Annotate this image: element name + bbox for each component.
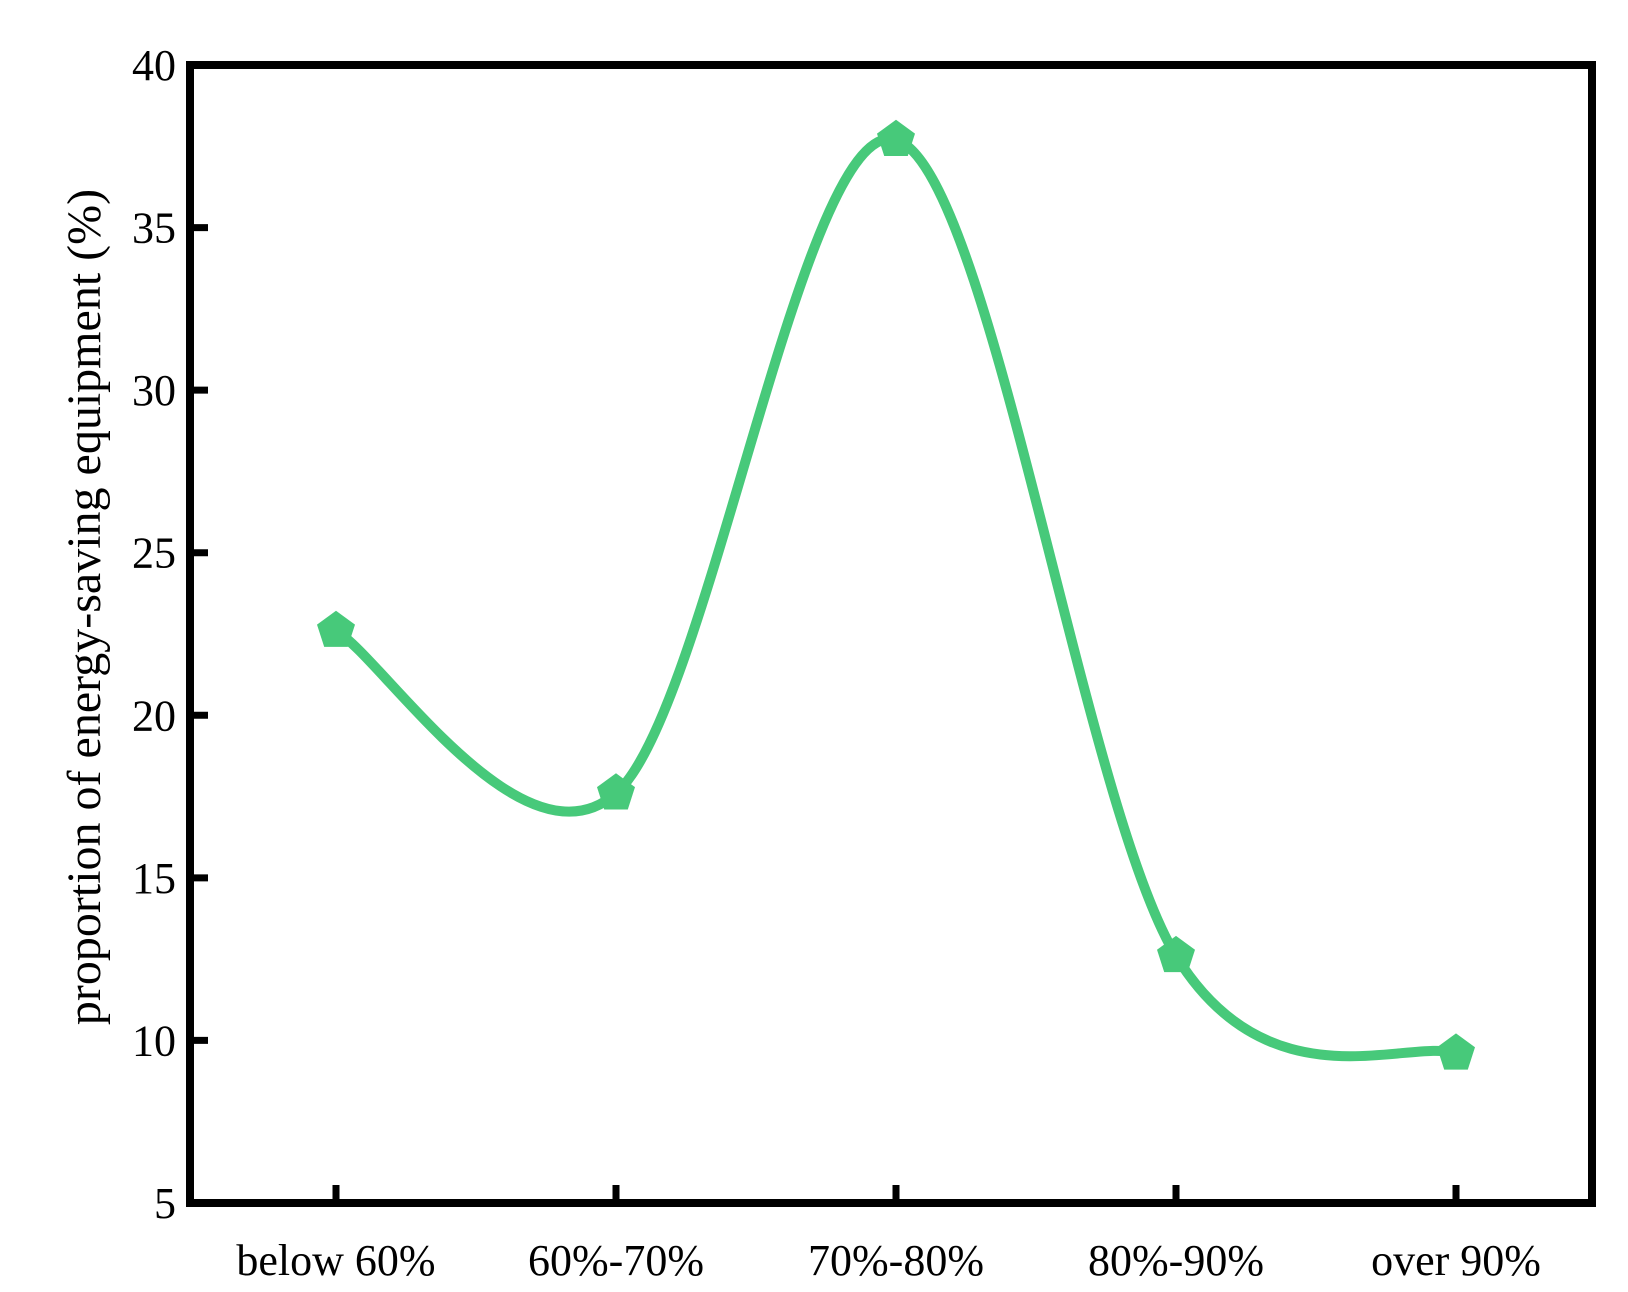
data-point-marker: [1437, 1033, 1475, 1070]
y-tick-label: 30: [132, 366, 176, 415]
data-point-marker: [877, 119, 915, 156]
y-tick-label: 10: [132, 1016, 176, 1065]
x-category-label: below 60%: [236, 1236, 435, 1285]
y-axis-title: proportion of energy-saving equipment (%…: [58, 189, 111, 1025]
y-tick-label: 35: [132, 204, 176, 253]
y-tick-label: 20: [132, 691, 176, 740]
plot-frame: [186, 61, 1596, 1207]
data-point-marker: [317, 610, 355, 647]
y-tick-label: 5: [154, 1179, 176, 1228]
y-tick-label: 40: [132, 41, 176, 90]
data-point-marker: [597, 773, 635, 810]
x-category-label: 80%-90%: [1088, 1236, 1264, 1285]
x-category-label: 60%-70%: [528, 1236, 704, 1285]
y-tick-label: 25: [132, 529, 176, 578]
x-category-label: over 90%: [1371, 1236, 1541, 1285]
series-group: [317, 119, 1475, 1070]
data-point-marker: [1157, 935, 1195, 973]
x-category-label: 70%-80%: [808, 1236, 984, 1285]
axes: 5 10 15 20 25 30 35 40 below 60% 60%-70% 70%-80% 80…: [132, 41, 1596, 1285]
y-tick-label: 15: [132, 854, 176, 903]
series-line: [331, 134, 1461, 1062]
